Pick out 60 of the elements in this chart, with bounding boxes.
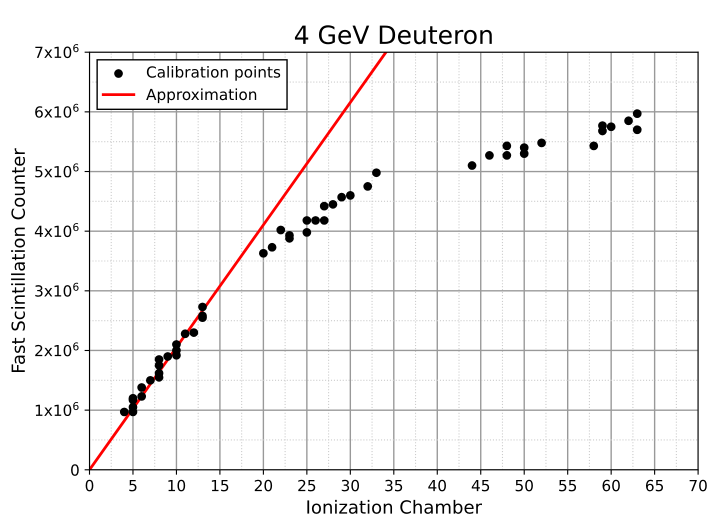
point xyxy=(502,141,512,150)
point xyxy=(302,228,312,237)
point xyxy=(172,340,181,349)
y-tick-label: 2x10$^{6}$ xyxy=(35,342,79,356)
point xyxy=(137,392,146,401)
point xyxy=(589,141,598,150)
point xyxy=(632,125,642,134)
point xyxy=(302,216,312,225)
x-tick-label: 55 xyxy=(559,480,576,492)
point xyxy=(259,248,268,258)
point xyxy=(632,109,642,118)
chart-title: 4 GeV Deuteron xyxy=(294,25,492,44)
y-tick-label: 5x10$^{6}$ xyxy=(35,163,79,178)
x-tick-label: 15 xyxy=(212,480,228,492)
x-tick-label: 10 xyxy=(168,480,186,492)
x-tick-label: 25 xyxy=(298,480,316,492)
y-axis-title: Fast Scintillation Counter xyxy=(11,148,26,372)
y-tick-label: 1x10$^{6}$ xyxy=(36,402,79,416)
point xyxy=(346,191,355,200)
point xyxy=(268,242,276,252)
x-tick-label: 40 xyxy=(428,480,446,492)
x-axis-title: Ionization Chamber xyxy=(307,500,482,514)
y-tick-label: 3x10$^{6}$ xyxy=(35,282,79,297)
y-tick-label: 7x10$^{6}$ xyxy=(35,44,79,58)
point xyxy=(311,216,320,225)
point xyxy=(337,192,346,202)
point xyxy=(502,151,512,160)
legend-label: Calibration points xyxy=(146,66,280,81)
x-tick-label: 65 xyxy=(646,480,664,492)
point xyxy=(363,182,372,191)
point xyxy=(146,376,155,385)
point xyxy=(189,328,198,337)
point xyxy=(485,151,494,160)
legend-label: Approximation xyxy=(146,88,256,104)
y-tick-label: 6x10$^{6}$ xyxy=(35,104,79,118)
point xyxy=(276,226,286,234)
x-tick-label: 50 xyxy=(516,480,533,492)
point xyxy=(372,168,381,178)
x-tick-label: 30 xyxy=(342,480,360,492)
point xyxy=(328,200,338,209)
point xyxy=(468,161,476,170)
point xyxy=(163,352,172,361)
y-tick-label: 4x10$^{6}$ xyxy=(34,223,79,238)
point xyxy=(624,116,633,126)
x-tick-label: 35 xyxy=(385,480,402,492)
x-tick-label: 0 xyxy=(86,480,94,492)
point xyxy=(137,383,146,392)
point xyxy=(606,122,616,132)
y-tick-label: 0 xyxy=(71,464,79,476)
x-tick-label: 20 xyxy=(254,480,272,492)
x-tick-label: 45 xyxy=(472,480,490,492)
x-tick-label: 70 xyxy=(690,480,707,492)
point xyxy=(537,138,546,148)
point xyxy=(320,202,329,210)
point xyxy=(320,216,329,225)
point xyxy=(198,302,207,312)
point xyxy=(120,408,129,416)
point xyxy=(180,329,190,338)
x-tick-label: 5 xyxy=(129,480,136,492)
x-tick-label: 60 xyxy=(602,480,620,492)
